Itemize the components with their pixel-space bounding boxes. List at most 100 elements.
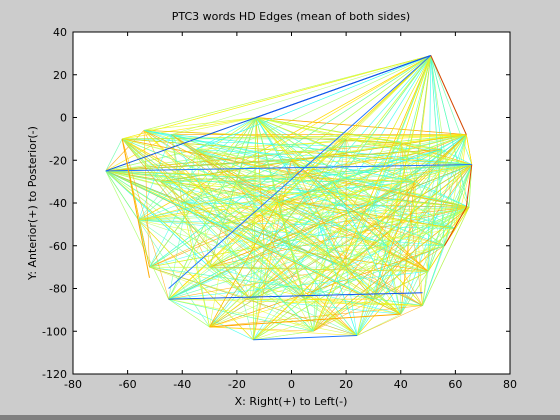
network-edge: [209, 224, 320, 328]
network-edge: [105, 170, 210, 328]
network-edge: [105, 134, 467, 172]
network-edge: [250, 245, 445, 300]
network-edge: [168, 266, 210, 300]
network-edge: [195, 149, 401, 315]
network-edge: [122, 138, 388, 247]
network-edge: [195, 149, 470, 208]
network-edge: [400, 149, 443, 315]
network-edge: [143, 130, 306, 300]
network-edge: [209, 138, 347, 328]
network-edge: [182, 181, 415, 204]
x-tick-label: -60: [119, 378, 137, 391]
network-edge: [332, 164, 472, 182]
network-edge: [138, 55, 431, 221]
network-edge: [223, 224, 306, 300]
network-edge: [255, 117, 333, 182]
network-edge: [427, 164, 473, 272]
network-edge: [122, 138, 374, 204]
network-edge: [143, 130, 415, 182]
network-edge: [345, 55, 432, 268]
network-edge: [250, 55, 432, 300]
network-edge: [400, 134, 467, 144]
network-edge: [122, 134, 467, 140]
network-edge: [149, 117, 257, 268]
network-edge: [430, 55, 473, 165]
network-edge: [345, 181, 415, 268]
x-axis-ticks: -80 -60 -40 -20 0 20 40 60 80: [64, 32, 517, 391]
network-edge: [313, 266, 347, 332]
network-edge: [318, 202, 374, 225]
y-tick-label: 40: [53, 26, 67, 39]
network-edge: [138, 206, 470, 221]
network-edge: [223, 224, 429, 272]
network-edge: [236, 159, 292, 182]
network-edge: [253, 330, 314, 341]
network-edge: [313, 55, 432, 332]
network-edge: [318, 224, 358, 336]
highlighted-edges: [105, 55, 473, 341]
y-tick-label: -40: [49, 197, 67, 210]
network-edge: [400, 143, 415, 182]
network-edge: [105, 138, 123, 172]
network-edge: [373, 134, 467, 300]
network-edge: [105, 170, 314, 332]
network-edge: [356, 164, 473, 336]
network-edge: [422, 164, 473, 306]
x-tick-label: 80: [503, 378, 517, 391]
network-edge: [171, 55, 431, 135]
network-edge: [250, 245, 388, 300]
network-edge: [386, 55, 432, 246]
network-edge: [255, 117, 445, 246]
network-edge: [277, 202, 445, 247]
bottom-status-bar: [0, 415, 560, 420]
network-edge: [209, 228, 456, 268]
x-tick-label: 40: [394, 378, 408, 391]
network-edge: [122, 138, 401, 315]
network-edge: [400, 143, 445, 246]
network-edge: [149, 134, 467, 268]
network-edge: [263, 245, 306, 300]
network-edge: [250, 206, 470, 300]
network-edge: [138, 149, 442, 221]
network-edge: [209, 134, 467, 268]
network-edge: [182, 202, 314, 332]
network-edge: [149, 245, 265, 268]
network-edge: [138, 134, 172, 221]
network-edge: [171, 134, 347, 268]
network-edge: [253, 207, 470, 341]
network-edge: [255, 117, 467, 135]
y-axis-title: Y: Anterior(+) to Posterior(-): [26, 126, 39, 281]
network-edge: [373, 271, 429, 300]
network-edge: [255, 117, 470, 208]
highlighted-edge: [121, 138, 150, 278]
x-tick-label: -40: [173, 378, 191, 391]
network-edge: [255, 117, 320, 225]
network-edge: [171, 134, 183, 204]
network-edge: [252, 55, 432, 340]
highlighted-edge: [168, 55, 432, 289]
network-edge: [121, 138, 306, 300]
highlighted-edge: [168, 292, 423, 300]
x-tick-label: 20: [339, 378, 353, 391]
network-edge: [209, 326, 358, 336]
network-edge: [105, 170, 210, 268]
network-edge: [105, 170, 237, 182]
network-edge: [255, 117, 401, 144]
highlighted-edge: [253, 335, 358, 341]
network-edge: [356, 143, 402, 336]
network-edge: [356, 299, 374, 336]
network-edge: [171, 117, 257, 135]
network-edge: [250, 202, 279, 300]
network-edge: [332, 181, 402, 315]
y-tick-label: -100: [42, 325, 67, 338]
network-edge: [209, 55, 432, 268]
network-edge: [223, 149, 442, 225]
network-edge: [455, 164, 473, 229]
network-edge: [356, 305, 423, 336]
network-edge: [236, 181, 358, 336]
network-edge: [313, 181, 333, 332]
network-edge: [305, 298, 423, 306]
network-edge: [345, 266, 423, 306]
network-edge: [209, 298, 306, 328]
network-edge: [236, 181, 445, 247]
